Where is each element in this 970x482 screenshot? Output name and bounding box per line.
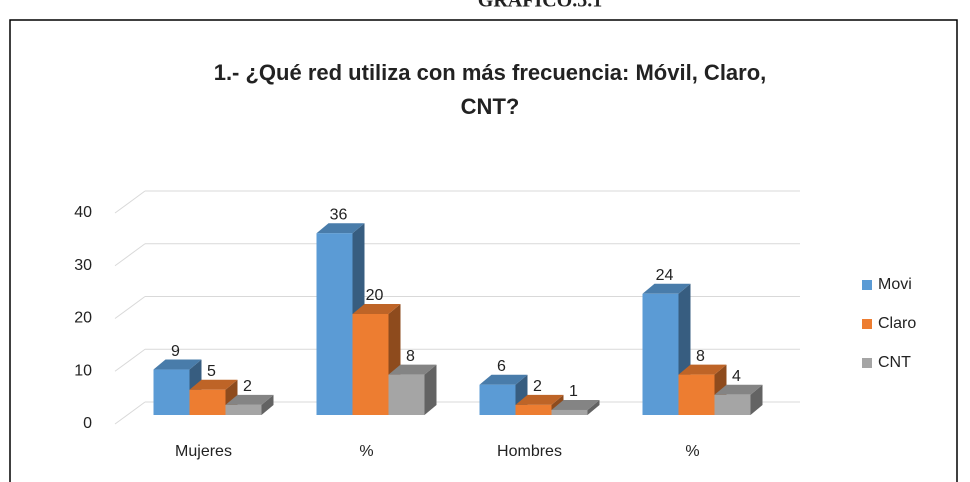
bar-top [189,379,238,390]
y-tick-label: 40 [74,204,92,221]
legend-label: Claro [878,315,916,332]
grid-line [114,190,146,214]
legend-swatch [862,358,872,368]
bar-top [551,399,600,410]
bar-side [261,394,274,415]
bar-top [388,364,437,375]
legend-label: CNT [878,354,911,371]
data-label: 9 [171,343,180,360]
bar [153,369,190,415]
bar-side [750,384,763,415]
bar-top [153,359,202,370]
bar-top [642,283,691,294]
data-label: 4 [732,368,741,385]
data-label: 8 [696,348,705,365]
data-label: 24 [656,267,674,284]
data-label: 6 [497,358,506,375]
x-tick-label: Hombres [497,443,562,460]
chart-title: 1.- ¿Qué red utiliza con más frecuencia:… [214,60,767,85]
chart-title: CNT? [461,94,520,119]
bar-top [225,394,274,405]
bar-side [424,364,437,415]
header: GRAFICO.5.1 [478,0,602,12]
data-label: 2 [243,378,252,395]
x-tick-label: % [359,443,373,460]
bar [189,389,226,415]
bar [479,384,516,415]
bar [352,314,389,415]
grid-line [114,243,146,267]
bar [678,374,715,415]
grid-line [114,401,146,425]
bar [551,409,588,415]
legend-swatch [862,319,872,329]
y-tick-label: 0 [83,415,92,432]
data-label: 20 [366,287,384,304]
data-label: 1 [569,383,578,400]
bar [642,293,679,415]
frame [9,19,958,482]
y-tick-label: 30 [74,257,92,274]
bar [316,233,353,415]
bar-top [515,394,564,405]
data-label: 2 [533,378,542,395]
x-tick-label: Mujeres [175,443,232,460]
bar-top [678,364,727,375]
bar-top [316,223,365,234]
data-label: 8 [406,348,415,365]
bar [714,394,751,415]
data-label: 5 [207,363,216,380]
grid-line [114,296,146,319]
bar [225,404,262,415]
legend-label: Movi [878,276,912,293]
data-label: 36 [330,206,348,223]
y-tick-label: 10 [74,362,92,379]
bar-top [714,384,763,395]
bar-top [479,374,528,385]
bar-top [352,304,401,314]
legend-swatch [862,280,872,290]
bar-side [587,399,600,415]
x-tick-label: % [685,443,699,460]
y-tick-label: 20 [74,310,92,327]
grid-line [114,348,146,372]
bar [515,404,552,415]
bar [388,374,425,415]
